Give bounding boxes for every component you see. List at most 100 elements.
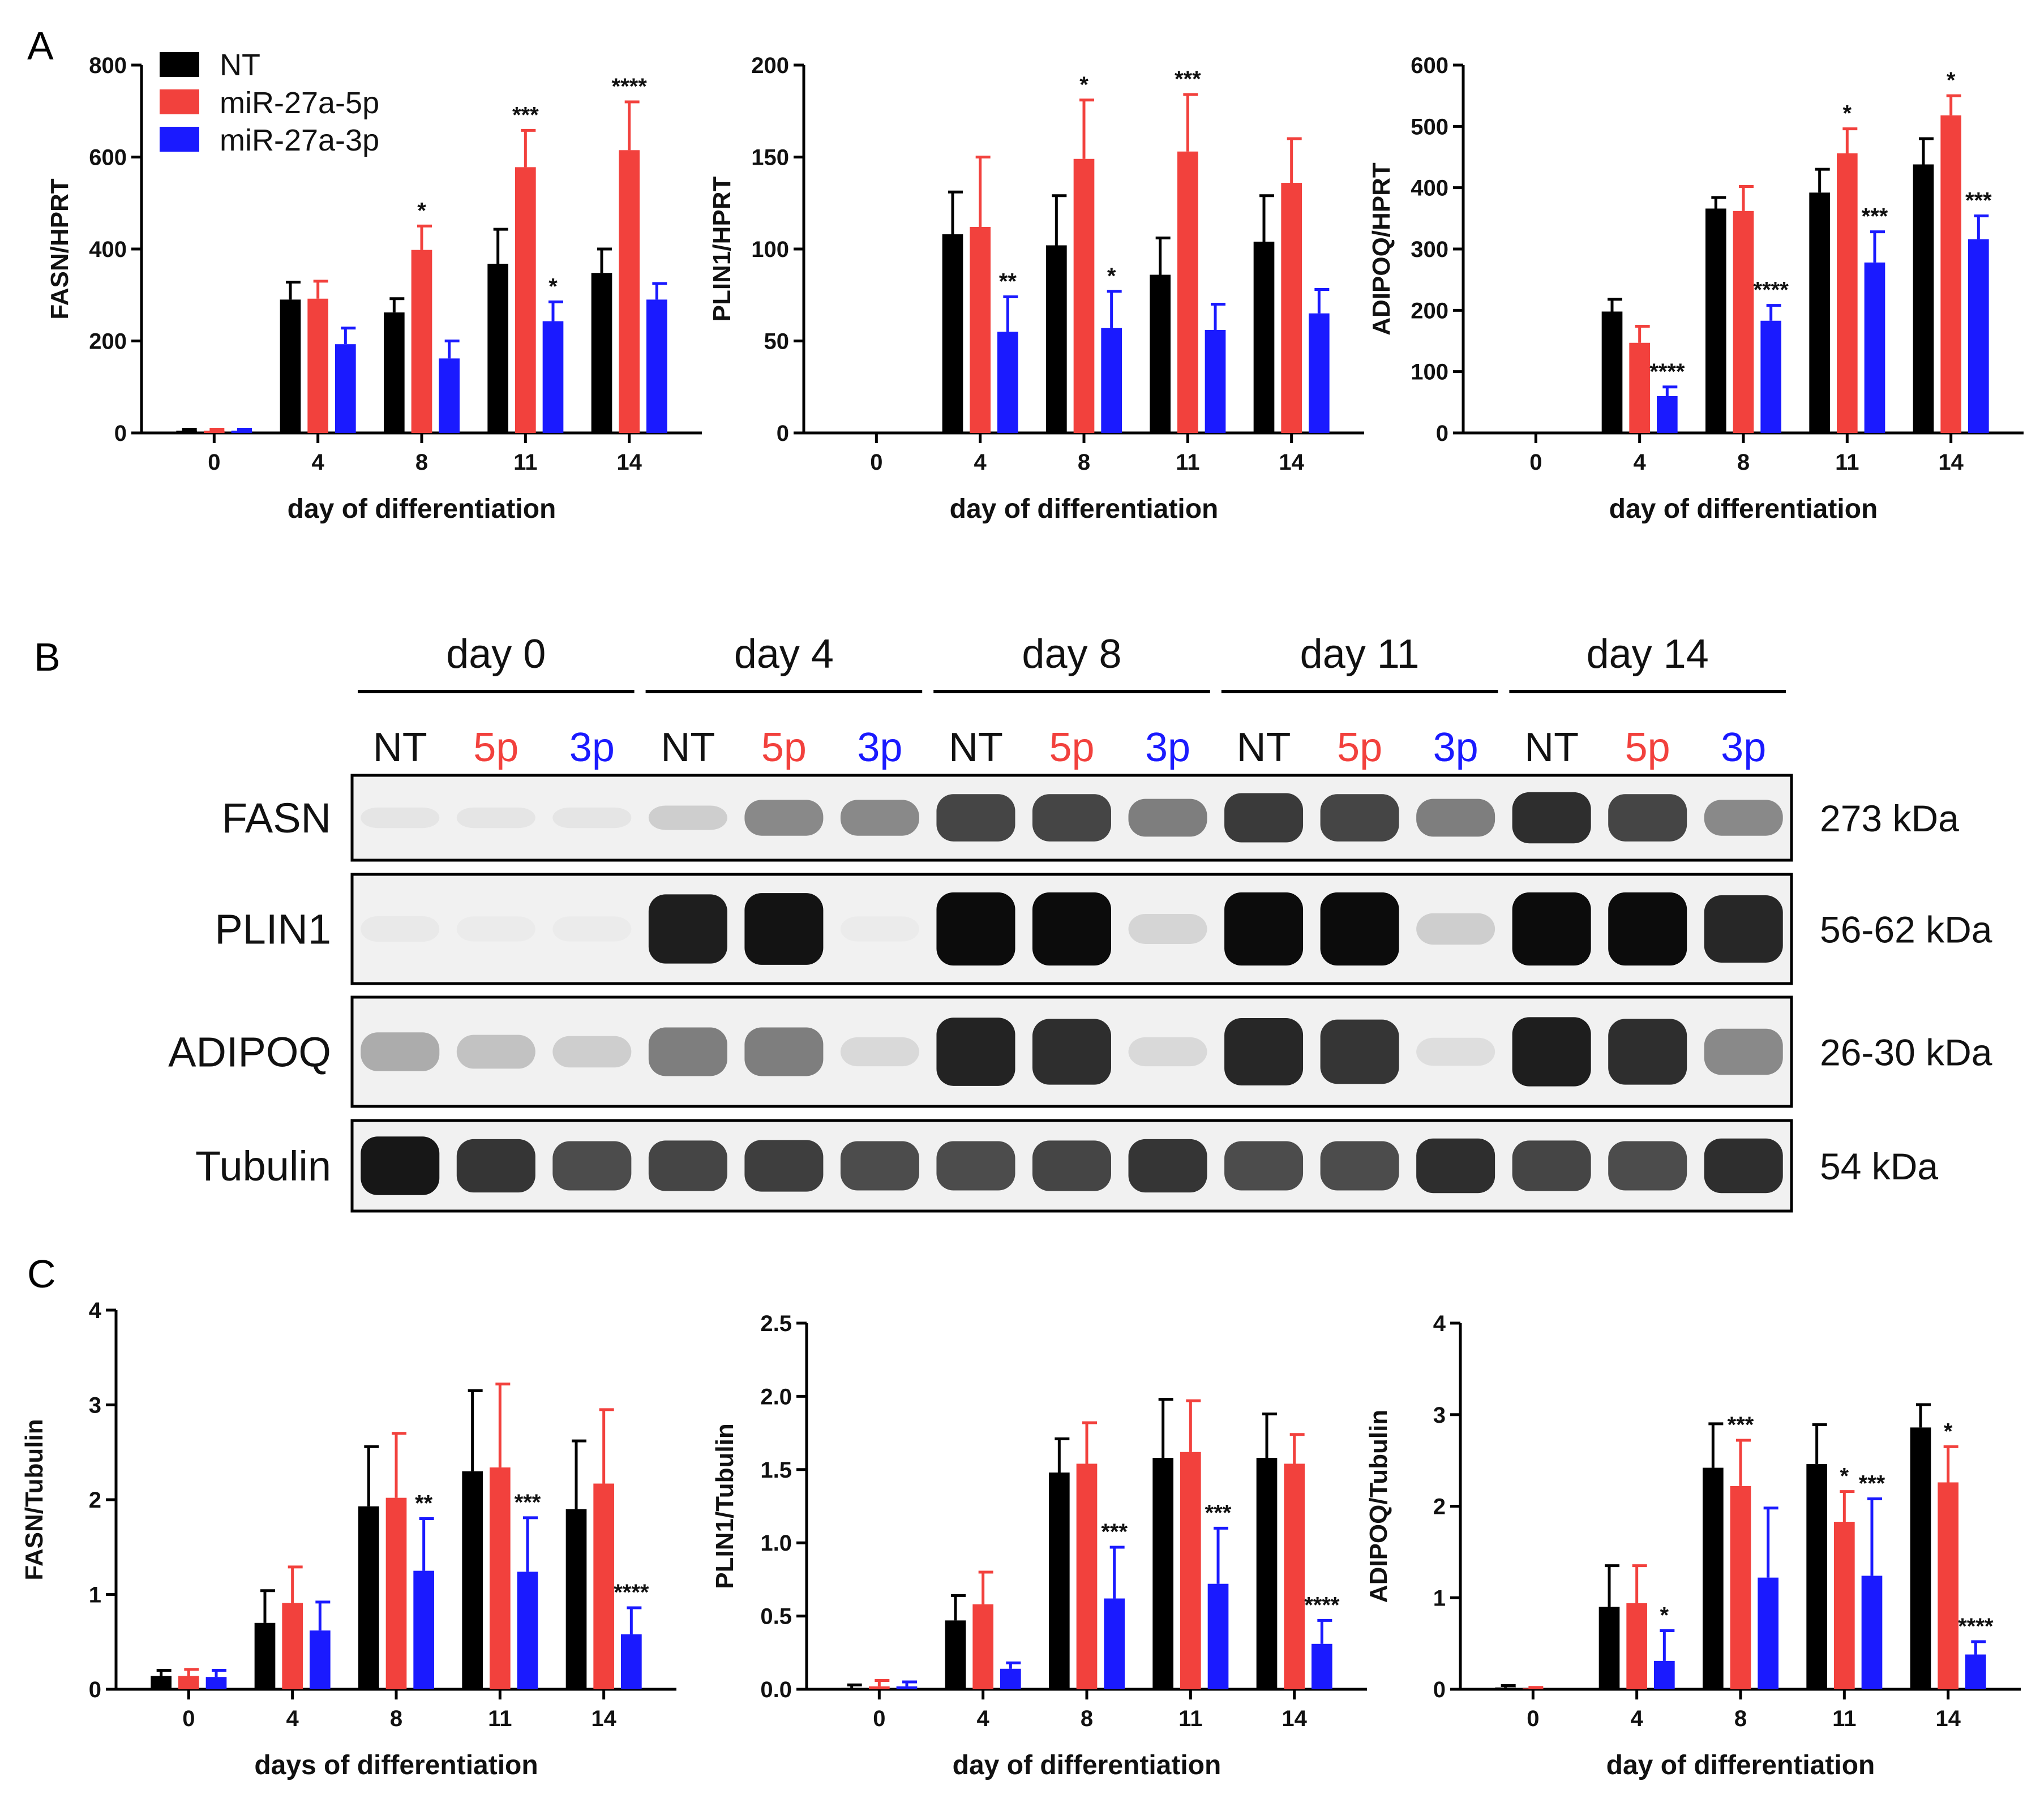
bar	[310, 1630, 331, 1689]
bar	[1309, 313, 1330, 433]
y-tick-label: 300	[1411, 237, 1448, 262]
panel-letter-a: A	[27, 24, 54, 68]
blot-band	[648, 894, 727, 964]
bar	[970, 227, 991, 433]
blot-band	[1320, 892, 1399, 966]
blot-band	[1128, 1139, 1207, 1193]
blot-band	[840, 916, 919, 942]
x-tick-label: 4	[1631, 1706, 1644, 1731]
bar	[1284, 1463, 1305, 1689]
bar	[176, 430, 197, 433]
y-tick-label: 1	[89, 1583, 101, 1608]
blot-band	[1224, 1018, 1304, 1085]
bar	[1940, 115, 1961, 433]
bar	[646, 299, 667, 433]
bar	[439, 358, 460, 433]
blot-band	[1224, 1141, 1304, 1191]
kda-label: 26-30 kDa	[1820, 1032, 1992, 1074]
blot-band	[744, 800, 824, 836]
significance-label: ***	[1862, 204, 1888, 229]
x-axis-title: day of differentiation	[1609, 494, 1878, 524]
day-label: day 4	[734, 632, 834, 677]
x-axis-title: days of differentiation	[254, 1750, 538, 1780]
x-tick-label: 0	[208, 450, 220, 475]
lane-label: 3p	[569, 725, 615, 770]
bar	[204, 430, 225, 433]
kda-label: 56-62 kDa	[1820, 909, 1992, 951]
blot-band	[1512, 1017, 1591, 1087]
bar	[515, 167, 536, 433]
lane-label: 5p	[761, 725, 807, 770]
significance-label: *	[1079, 72, 1088, 97]
y-tick-label: 1	[1433, 1586, 1446, 1611]
bar	[1626, 1603, 1647, 1689]
day-label: day 11	[1300, 632, 1420, 677]
protein-label: PLIN1	[215, 906, 331, 953]
chart-plin1-hprt: 0 50 100 150 200 PLIN1/HPRT 0 4 8 11 14 day of diff…	[708, 53, 1364, 524]
blot-band	[1032, 1019, 1112, 1085]
bar	[1809, 192, 1830, 433]
y-tick-label: 4	[1433, 1311, 1446, 1336]
legend-swatch-nt	[160, 52, 199, 77]
blot-band	[1512, 1140, 1591, 1191]
y-tick-label: 0.5	[760, 1604, 792, 1629]
blot-band	[1416, 799, 1495, 837]
bar	[621, 1634, 642, 1689]
y-axis-title: PLIN1/HPRT	[708, 177, 736, 322]
bar	[1913, 164, 1934, 433]
y-tick-label: 0.0	[760, 1677, 792, 1702]
bar	[1834, 1521, 1855, 1689]
significance-label: ***	[512, 102, 539, 127]
x-tick-label: 14	[591, 1706, 616, 1731]
blot-band	[1032, 1140, 1112, 1191]
lane-label: 3p	[1145, 725, 1190, 770]
y-tick-label: 500	[1411, 114, 1448, 139]
blot-band	[1128, 799, 1207, 837]
blot-band	[552, 1036, 632, 1068]
significance-label: ****	[1304, 1592, 1340, 1617]
bar	[1629, 342, 1650, 433]
y-tick-label: 150	[751, 145, 789, 170]
bar	[411, 250, 432, 433]
bar	[517, 1572, 538, 1689]
blot-band	[840, 1037, 919, 1067]
significance-label: *	[1107, 264, 1116, 289]
blot-band	[1512, 892, 1591, 966]
significance-label: ****	[614, 1580, 649, 1605]
blot-band	[361, 1032, 440, 1071]
lane-label: NT	[949, 725, 1003, 770]
day-label: day 8	[1022, 632, 1121, 677]
y-tick-label: 600	[1411, 53, 1448, 78]
bar	[462, 1471, 483, 1689]
blot-band	[1704, 895, 1783, 963]
x-tick-label: 14	[1935, 1706, 1961, 1731]
lane-label: 5p	[1625, 725, 1670, 770]
bar	[542, 321, 564, 433]
bar	[385, 1497, 407, 1689]
blot-band	[456, 1139, 535, 1193]
blot-band	[744, 893, 824, 965]
x-tick-label: 8	[1081, 1706, 1093, 1731]
bar	[591, 273, 612, 433]
blot-band	[1320, 794, 1399, 842]
bar	[1837, 153, 1858, 433]
bar	[1703, 1467, 1724, 1689]
significance-label: ***	[1175, 67, 1201, 92]
bar	[384, 312, 405, 433]
bar	[1657, 396, 1678, 433]
bar	[1073, 158, 1095, 433]
blot-band	[361, 1136, 440, 1195]
x-tick-label: 4	[286, 1706, 299, 1731]
significance-label: ***	[515, 1490, 541, 1515]
significance-label: *	[1947, 68, 1956, 93]
bar	[413, 1570, 434, 1689]
lane-label: NT	[373, 725, 427, 770]
x-tick-label: 8	[1734, 1706, 1747, 1731]
significance-label: ****	[1649, 359, 1685, 384]
blot-band	[1320, 1141, 1399, 1191]
significance-label: ****	[612, 74, 648, 99]
blot-band	[840, 800, 919, 836]
y-tick-label: 2.5	[760, 1311, 792, 1336]
blot-band	[1608, 892, 1687, 966]
significance-label: *	[1660, 1603, 1669, 1628]
